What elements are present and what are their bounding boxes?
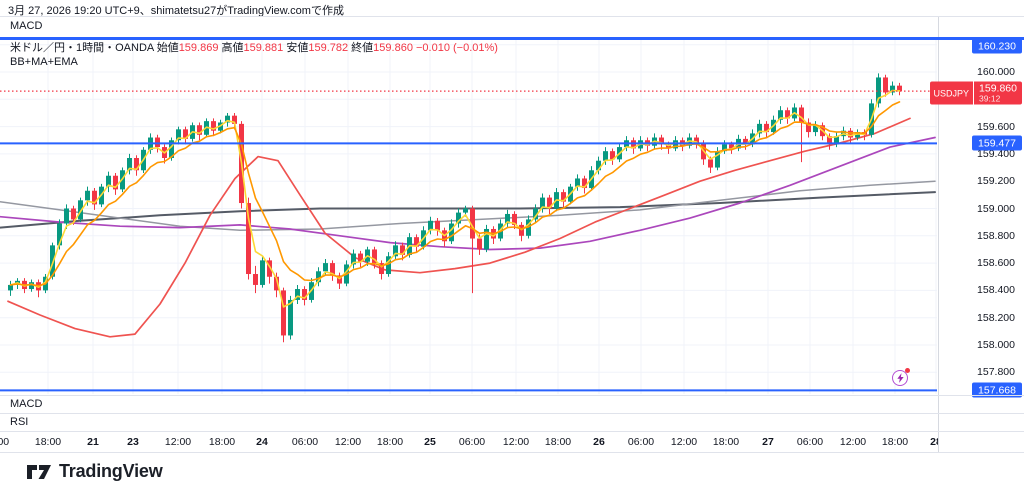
price-tick: 159.200 [977,175,1015,188]
price-tick: 159.000 [977,202,1015,215]
ohlc-value: 159.860 [373,42,413,54]
symbol-label: USDJPY [929,81,974,105]
pane-separator[interactable] [0,395,1024,396]
time-tick: 12:00 [0,436,10,448]
ohlc-value: −0.010 (−0.01%) [412,42,498,54]
price-tick: 158.000 [977,339,1015,351]
time-tick: 06:00 [458,436,486,448]
ma-purple [0,136,936,251]
level-price-badge: 160.230 [972,38,1022,54]
time-tick: 12:00 [164,436,192,448]
price-tick: 159.400 [977,147,1015,160]
bar-countdown: 39:12 [979,93,1001,104]
time-tick: 21 [87,436,99,448]
time-axis-bottom-border [0,452,1024,453]
lightning-bolt-icon [896,373,904,383]
time-tick: 24 [256,436,268,448]
pane-macd-bottom[interactable]: MACD [0,396,1024,413]
pane-separator[interactable] [0,413,1024,414]
ohlc-label: 始値 [156,42,179,54]
tradingview-logo-text: TradingView [59,461,163,481]
ohlc-label: 安値 [283,42,309,54]
time-tick: 28 [930,436,938,448]
time-tick: 06:00 [291,436,319,448]
price-tick: 158.800 [977,229,1015,242]
time-tick: 26 [593,436,605,448]
price-tick: 158.400 [977,284,1015,297]
price-tick: 157.800 [977,366,1015,379]
time-tick: 18:00 [544,436,572,448]
pane-macd-top-label: MACD [10,20,43,32]
indicator-label[interactable]: BB+MA+EMA [10,56,78,68]
time-tick: 12:00 [502,436,530,448]
price-tick: 159.600 [977,120,1015,133]
symbol-price-badge: USDJPY 159.860 39:12 [929,81,1022,105]
pane-rsi-label: RSI [10,416,29,428]
tradingview-mark-icon [27,464,51,479]
price-tick: 160.000 [977,66,1015,78]
ma-dark-gray [0,191,936,229]
ma-light-gray [0,180,936,232]
ma-pink [7,117,911,338]
time-tick: 06:00 [796,436,824,448]
ohlc-value: 159.869 [178,42,219,54]
time-tick: 23 [127,436,139,448]
pane-rsi[interactable]: RSI [0,414,1024,431]
symbol-ohlc-header[interactable]: 米ドル／円・1時間・OANDA 始値159.869 高値159.881 安値15… [10,41,498,55]
price-axis[interactable]: 160.000 159.600 159.400 159.200 159.000 158.8… [929,16,1024,452]
ohlc-label: 終値 [348,42,374,54]
time-axis[interactable]: 12:00 18:00 21 23 12:00 18:00 24 06:00 12:00 18:0… [0,432,938,452]
time-tick: 27 [762,436,774,448]
time-tick: 18:00 [881,436,909,448]
last-price: 159.860 [979,82,1017,95]
ohlc-label: 米ドル／円・1時間・OANDA [10,42,157,54]
time-tick: 18:00 [376,436,404,448]
time-tick: 12:00 [670,436,698,448]
level-price-badge: 157.668 [972,382,1022,398]
pane-macd-bottom-label: MACD [10,398,43,410]
ohlc-label: 高値 [218,42,244,54]
level-price-badge: 159.477 [972,135,1022,151]
price-tick: 158.600 [977,257,1015,270]
time-tick: 06:00 [627,436,655,448]
time-tick: 18:00 [208,436,236,448]
chart-header: 米ドル／円・1時間・OANDA 始値159.869 高値159.881 安値15… [10,41,498,69]
time-axis-top-border [0,431,1024,432]
pane-top-border [0,16,1024,17]
time-tick: 25 [424,436,436,448]
pane-macd-top[interactable]: MACD [0,17,1024,37]
attribution-text: 3月 27, 2026 19:20 UTC+9、shimatetsu27がTra… [8,5,344,17]
instant-trading-button[interactable] [892,368,910,386]
main-chart[interactable] [0,0,938,498]
ema-fast [9,89,901,308]
time-tick: 18:00 [712,436,740,448]
time-tick: 12:00 [334,436,362,448]
tradingview-logo[interactable]: TradingView [26,461,163,482]
ohlc-value: 159.782 [308,42,349,54]
time-tick: 18:00 [34,436,62,448]
price-tick: 158.200 [977,311,1015,324]
ohlc-value: 159.881 [243,42,284,54]
time-tick: 12:00 [839,436,867,448]
pane-separator-blue[interactable] [0,37,1024,40]
